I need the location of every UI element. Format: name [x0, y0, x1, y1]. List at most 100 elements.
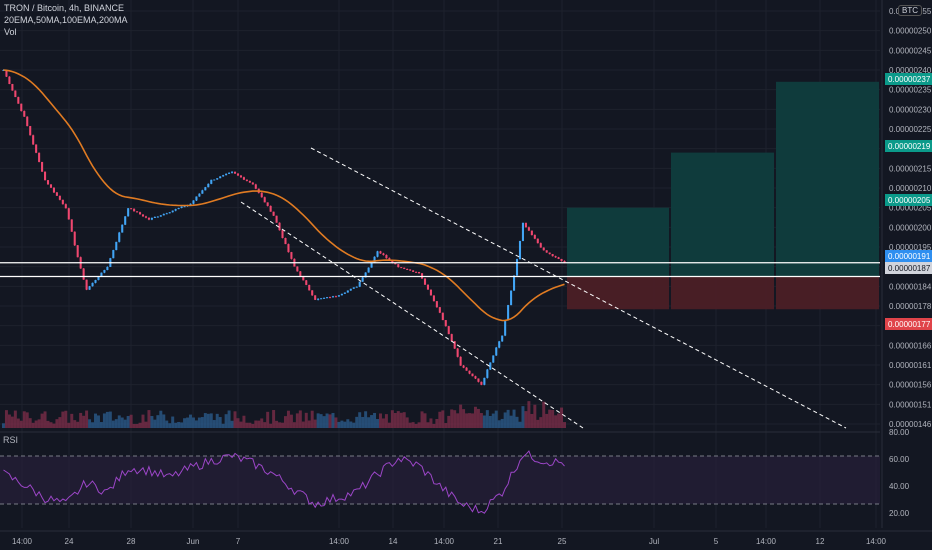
candle-body[interactable] — [115, 241, 118, 251]
candle-body[interactable] — [198, 193, 201, 197]
candle-body[interactable] — [88, 286, 91, 290]
candle-body[interactable] — [73, 231, 76, 246]
candle-body[interactable] — [423, 278, 427, 285]
candle-body[interactable] — [477, 378, 480, 382]
candle-body[interactable] — [236, 173, 240, 176]
candle-body[interactable] — [426, 284, 430, 290]
candle-body[interactable] — [58, 195, 61, 200]
candle-body[interactable] — [504, 319, 507, 336]
candle-body[interactable] — [328, 297, 332, 299]
candle-body[interactable] — [156, 216, 159, 218]
candle-body[interactable] — [35, 144, 38, 153]
candle-body[interactable] — [248, 180, 251, 183]
target-zone[interactable] — [776, 81, 879, 277]
candle-body[interactable] — [287, 244, 290, 253]
candle-body[interactable] — [314, 295, 317, 300]
candle-body[interactable] — [376, 251, 379, 257]
candle-body[interactable] — [228, 172, 231, 174]
candle-body[interactable] — [406, 268, 409, 270]
candle-body[interactable] — [8, 76, 11, 85]
candle-body[interactable] — [412, 270, 415, 272]
candle-body[interactable] — [554, 256, 557, 258]
candle-body[interactable] — [180, 206, 183, 209]
candle-body[interactable] — [474, 376, 477, 379]
candle-body[interactable] — [189, 203, 192, 205]
candle-body[interactable] — [213, 179, 216, 181]
candle-body[interactable] — [302, 276, 305, 281]
candle-body[interactable] — [560, 258, 563, 262]
candle-body[interactable] — [61, 199, 64, 205]
symbol-title[interactable]: TRON / Bitcoin, 4h, BINANCE — [4, 3, 125, 13]
candle-body[interactable] — [432, 295, 435, 302]
candle-body[interactable] — [290, 252, 293, 259]
candle-body[interactable] — [521, 222, 524, 241]
candle-body[interactable] — [340, 293, 343, 296]
candle-body[interactable] — [409, 269, 412, 271]
candle-body[interactable] — [147, 217, 150, 220]
candle-body[interactable] — [121, 224, 124, 233]
candle-body[interactable] — [367, 267, 370, 273]
candle-body[interactable] — [127, 208, 130, 217]
candle-body[interactable] — [100, 272, 103, 277]
candle-body[interactable] — [20, 103, 23, 112]
candle-body[interactable] — [518, 240, 522, 260]
candle-body[interactable] — [275, 215, 278, 223]
candle-body[interactable] — [480, 381, 483, 385]
candle-body[interactable] — [527, 227, 530, 231]
candle-body[interactable] — [130, 208, 133, 210]
stop-zone[interactable] — [776, 276, 879, 310]
candle-body[interactable] — [118, 232, 121, 242]
candle-body[interactable] — [17, 97, 20, 104]
candle-body[interactable] — [204, 187, 207, 191]
stop-zone[interactable] — [671, 276, 774, 310]
candle-body[interactable] — [438, 307, 441, 313]
candle-body[interactable] — [76, 245, 79, 258]
candle-body[interactable] — [260, 192, 263, 198]
candle-body[interactable] — [551, 254, 554, 257]
candle-body[interactable] — [471, 373, 474, 377]
indicator-legend[interactable]: 20EMA,50MA,100EMA,200MA — [4, 15, 128, 25]
candle-body[interactable] — [201, 190, 204, 194]
candle-body[interactable] — [337, 295, 340, 297]
candle-body[interactable] — [326, 297, 329, 299]
candle-body[interactable] — [183, 206, 186, 208]
candle-body[interactable] — [435, 301, 438, 308]
candle-body[interactable] — [323, 297, 326, 299]
candle-body[interactable] — [462, 365, 465, 368]
candle-body[interactable] — [447, 326, 450, 335]
candle-body[interactable] — [133, 208, 136, 212]
candle-body[interactable] — [150, 217, 153, 220]
candle-body[interactable] — [225, 173, 228, 176]
candle-body[interactable] — [343, 292, 346, 294]
candle-body[interactable] — [530, 230, 533, 236]
candle-body[interactable] — [70, 219, 73, 232]
candle-body[interactable] — [67, 208, 70, 220]
candle-body[interactable] — [85, 279, 88, 290]
candle-body[interactable] — [334, 296, 337, 298]
candle-body[interactable] — [138, 212, 142, 215]
candle-body[interactable] — [11, 84, 14, 91]
candle-body[interactable] — [207, 183, 210, 188]
candle-body[interactable] — [415, 271, 418, 273]
candle-body[interactable] — [269, 205, 272, 212]
candle-body[interactable] — [349, 288, 352, 291]
candle-body[interactable] — [296, 266, 299, 272]
candle-body[interactable] — [82, 268, 85, 280]
candle-body[interactable] — [97, 276, 100, 281]
trend-line-lower[interactable] — [240, 201, 584, 429]
candle-body[interactable] — [459, 356, 462, 366]
candle-body[interactable] — [397, 264, 400, 268]
candle-body[interactable] — [168, 212, 171, 214]
candle-body[interactable] — [352, 287, 355, 289]
candle-body[interactable] — [177, 208, 180, 210]
candle-body[interactable] — [171, 210, 174, 213]
candle-body[interactable] — [548, 252, 551, 255]
candle-body[interactable] — [38, 152, 41, 162]
candle-body[interactable] — [144, 216, 148, 218]
candle-body[interactable] — [444, 320, 447, 327]
candle-body[interactable] — [391, 260, 394, 263]
candle-body[interactable] — [346, 290, 349, 293]
candle-body[interactable] — [524, 222, 527, 228]
candle-body[interactable] — [141, 214, 145, 217]
candle-body[interactable] — [266, 202, 269, 206]
